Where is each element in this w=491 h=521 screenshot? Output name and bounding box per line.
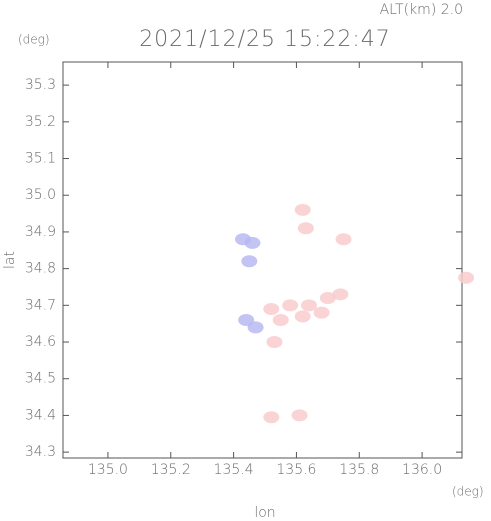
echo: [272, 314, 289, 327]
y-tick-label: 34.4: [25, 407, 56, 423]
y-axis-label: lat: [2, 251, 18, 269]
x-tick-label: 136.0: [402, 462, 442, 478]
timestamp: 2021/12/25 15:22:47: [139, 27, 391, 52]
x-tick-label: 135.8: [339, 462, 379, 478]
y-unit: (deg): [18, 33, 50, 47]
x-unit: (deg): [452, 485, 484, 499]
echo: [291, 409, 308, 422]
y-tick-label: 35.3: [25, 77, 56, 93]
y-tick-label: 34.6: [25, 334, 56, 350]
y-tick-label: 35.1: [25, 151, 56, 167]
echo: [282, 299, 299, 312]
x-tick-label: 135.6: [276, 462, 316, 478]
echo: [332, 288, 349, 301]
x-axis-label: lon: [254, 505, 275, 521]
y-tick-label: 35.0: [25, 187, 56, 203]
echo: [297, 222, 314, 235]
plot-frame: [62, 61, 463, 459]
echo: [313, 306, 330, 319]
y-tick-label: 34.5: [25, 371, 56, 387]
y-tick-label: 34.3: [25, 444, 56, 460]
echo: [247, 321, 264, 334]
x-tick-label: 135.2: [151, 462, 191, 478]
echo: [244, 236, 261, 249]
echo: [319, 291, 336, 304]
y-tick-label: 34.8: [25, 261, 56, 277]
echo: [241, 255, 258, 268]
echo: [263, 302, 280, 315]
echo: [263, 411, 280, 424]
echo: [294, 203, 311, 216]
x-tick-label: 135.0: [88, 462, 128, 478]
y-tick-label: 34.9: [25, 224, 56, 240]
y-tick-label: 35.2: [25, 114, 56, 130]
echo: [458, 271, 475, 284]
y-tick-label: 34.7: [25, 297, 56, 313]
altitude-label: ALT(km) 2.0: [380, 2, 463, 18]
echo: [300, 299, 317, 312]
echo: [266, 336, 283, 349]
echo: [294, 310, 311, 323]
echo: [335, 233, 352, 246]
x-tick-label: 135.4: [214, 462, 254, 478]
